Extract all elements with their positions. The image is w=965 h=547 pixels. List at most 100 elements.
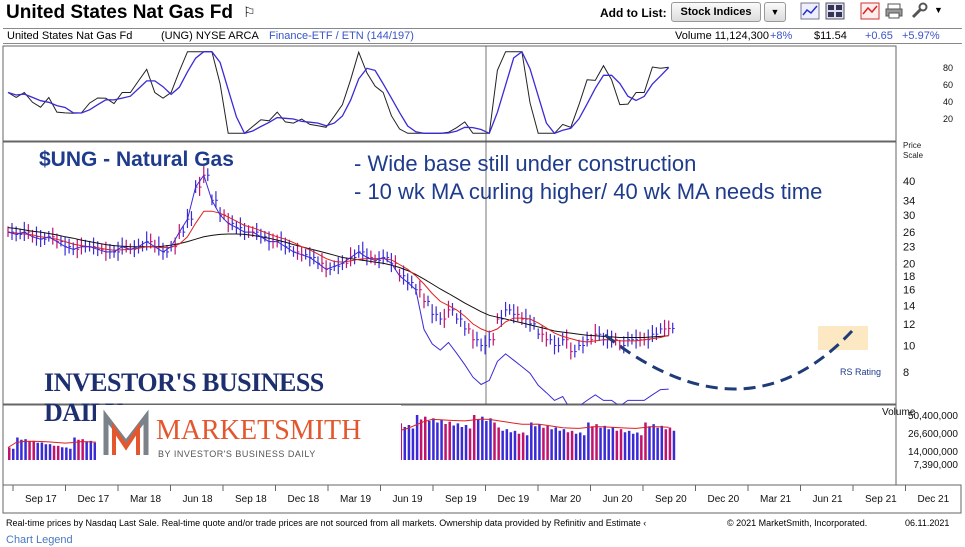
line-chart-icon[interactable]: [800, 2, 820, 20]
footer-date: 06.11.2021: [905, 518, 950, 528]
oscillator-panel: [2, 45, 897, 142]
volume-bar: [599, 427, 602, 460]
volume-bar: [497, 427, 500, 460]
volume-bar: [56, 445, 60, 460]
volume-bar: [419, 419, 423, 460]
volume-bar: [505, 429, 509, 460]
rs-rating-label: RS Rating: [840, 367, 881, 377]
volume-bar: [636, 432, 639, 460]
add-to-list-label: Add to List:: [600, 6, 667, 20]
volume-bar: [60, 447, 64, 460]
volume-bar: [664, 429, 668, 460]
date-tick-label: Dec 19: [498, 494, 530, 505]
volume-bar: [550, 429, 553, 460]
volume-bar: [542, 427, 545, 460]
volume-bar: [432, 418, 435, 460]
info-ticker: (UNG) NYSE ARCA: [161, 30, 259, 42]
chart-legend-link[interactable]: Chart Legend: [6, 534, 73, 546]
settings-icon[interactable]: [910, 2, 930, 20]
volume-bar: [530, 422, 533, 460]
volume-bar: [12, 448, 15, 460]
volume-bar: [521, 432, 525, 460]
volume-bar: [16, 437, 19, 460]
marketsmith-logo-text: MARKETSMITH: [156, 415, 362, 446]
list-dropdown[interactable]: Stock Indices: [671, 2, 761, 22]
chart-title: $UNG - Natural Gas: [39, 148, 234, 171]
volume-bar: [517, 433, 521, 460]
price-axis-label-2: Scale: [903, 151, 924, 160]
volume-bar: [648, 426, 651, 460]
security-title: United States Nat Gas Fd: [6, 2, 233, 23]
oscillator-tick-label: 20: [943, 114, 953, 124]
volume-bar: [566, 432, 570, 460]
volume-bar: [578, 432, 582, 460]
ma10-line: [7, 210, 669, 343]
price-tick-label: 20: [903, 258, 915, 270]
volume-bar: [640, 435, 643, 460]
volume-tick-label: 50,400,000: [908, 411, 958, 422]
date-tick-label: Sep 20: [655, 494, 687, 505]
volume-bar: [411, 428, 415, 460]
date-tick-label: Jun 19: [393, 494, 423, 505]
volume-bar: [607, 429, 610, 460]
volume-bar: [534, 426, 537, 460]
volume-axis-label: Volume: [882, 407, 916, 418]
volume-bar: [672, 430, 676, 460]
price-tick-label: 23: [903, 242, 915, 254]
volume-bar: [28, 441, 31, 460]
volume-bar: [20, 439, 23, 460]
grid-view-icon[interactable]: [825, 2, 845, 20]
flag-icon[interactable]: ⚐: [243, 4, 256, 20]
price-tick-label: 26: [903, 227, 915, 239]
volume-bar: [456, 423, 460, 460]
volume-bar: [538, 424, 541, 460]
volume-bar: [73, 437, 76, 460]
volume-bar: [513, 430, 517, 460]
footer-copyright: © 2021 MarketSmith, Incorporated.: [727, 518, 868, 528]
oscillator-line-slow: [7, 50, 670, 135]
note-base: - Wide base still under construction: [354, 151, 697, 176]
volume-bar: [558, 430, 562, 460]
footer-disclaimer: Real-time prices by Nasdaq Last Sale. Re…: [6, 518, 647, 528]
volume-bar: [623, 432, 627, 460]
date-tick-label: Dec 18: [288, 494, 320, 505]
volume-bar: [407, 425, 411, 460]
chevron-down-icon[interactable]: ▼: [764, 2, 786, 22]
info-volume-change: +8%: [770, 30, 793, 42]
info-price-change-pct: +5.97%: [902, 30, 940, 42]
price-tick-label: 8: [903, 367, 909, 379]
volume-bar: [591, 426, 594, 460]
breakout-highlight: [818, 326, 868, 350]
volume-bar: [525, 435, 529, 460]
volume-bar: [562, 429, 566, 460]
print-icon[interactable]: [884, 2, 904, 20]
price-panel: [2, 141, 897, 405]
volume-bar: [615, 430, 619, 460]
volume-bar: [595, 424, 598, 460]
date-tick-label: Dec 17: [78, 494, 110, 505]
volume-bar: [36, 442, 39, 460]
volume-bar: [424, 416, 427, 460]
chart-alert-icon[interactable]: [860, 2, 880, 20]
volume-bar: [81, 439, 84, 460]
volume-bar: [77, 439, 80, 460]
info-volume: Volume 11,124,300: [675, 30, 769, 42]
volume-bar: [452, 425, 455, 460]
volume-bar: [587, 422, 590, 460]
volume-bar: [489, 418, 492, 460]
oscillator-tick-label: 80: [943, 63, 953, 73]
volume-bar: [444, 424, 447, 460]
info-category-link[interactable]: Finance-ETF / ETN (144/197): [269, 30, 414, 42]
volume-bar: [485, 421, 488, 460]
date-tick-label: Sep 18: [235, 494, 267, 505]
volume-bar: [40, 442, 44, 460]
volume-bar: [24, 439, 27, 460]
settings-chevron-icon[interactable]: ▼: [934, 5, 943, 15]
volume-bar: [603, 425, 606, 460]
date-tick-label: Mar 21: [760, 494, 792, 505]
volume-bar: [627, 430, 631, 460]
